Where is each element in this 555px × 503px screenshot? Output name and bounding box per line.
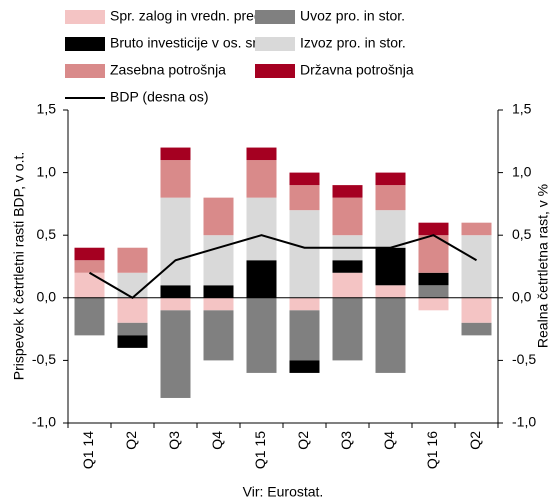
bar-segment <box>117 297 148 323</box>
bar-segment <box>332 197 363 236</box>
x-tick-label: Q4 <box>381 431 397 450</box>
bar-segment <box>375 297 406 373</box>
bar-segment <box>246 260 277 298</box>
bar-segment <box>74 272 105 298</box>
bar-segment <box>246 297 277 373</box>
legend-swatch <box>65 37 105 51</box>
bar-segment <box>289 172 320 186</box>
legend-label: Spr. zalog in vredn. pred. <box>110 8 266 24</box>
bar-segment <box>203 285 234 298</box>
bar-segment <box>332 272 363 298</box>
bar-segment <box>375 210 406 248</box>
legend-label: Državna potrošnja <box>300 62 414 78</box>
legend-swatch <box>65 10 105 24</box>
legend-swatch <box>255 64 295 78</box>
bar-segment <box>74 247 105 261</box>
x-tick-label: Q1 14 <box>80 431 96 469</box>
x-tick-label: Q2 <box>123 431 139 450</box>
y-tick-label: 0,5 <box>37 226 57 242</box>
bar-segment <box>289 360 320 373</box>
y2-tick-label: 0,5 <box>512 226 532 242</box>
bar-segment <box>160 160 191 198</box>
bar-segment <box>117 247 148 273</box>
bar-segment <box>418 297 449 311</box>
legend-label: BDP (desna os) <box>110 89 209 105</box>
y2-tick-label: 0,0 <box>512 289 532 305</box>
x-tick-label: Q2 <box>295 431 311 450</box>
line <box>88 234 478 300</box>
bar-segment <box>246 147 277 161</box>
bar-segment <box>203 197 234 236</box>
bar-segment <box>418 272 449 286</box>
bar-segment <box>203 310 234 361</box>
y2-tick-label: 1,0 <box>512 163 532 179</box>
bar-segment <box>461 322 492 336</box>
bar-segment <box>74 297 105 336</box>
bar-segment <box>160 297 191 311</box>
bar-segment <box>74 260 105 273</box>
bar-segment <box>160 310 191 398</box>
source: Vir: Eurostat. <box>243 484 324 500</box>
bar-segment <box>289 297 320 311</box>
bar-segment <box>117 322 148 336</box>
bar-segment <box>289 310 320 361</box>
bar-segment <box>418 222 449 236</box>
y-tick-label: 1,0 <box>37 163 57 179</box>
legend-label: Bruto investicije v os. sr. <box>110 35 260 51</box>
y-tick-label: -1,0 <box>32 414 56 430</box>
y-tick-label: 1,5 <box>37 101 57 117</box>
bar-segment <box>461 297 492 323</box>
bar-segment <box>160 197 191 286</box>
y-axis-label: Prispevek k četrtletni rasti BDP, v o.t. <box>11 152 27 381</box>
x-tick-label: Q1 16 <box>424 431 440 469</box>
legend-swatch <box>255 10 295 24</box>
bar-segment <box>461 222 492 236</box>
bar-segment <box>375 285 406 298</box>
legend-swatch <box>65 64 105 78</box>
y2-tick-label: -1,0 <box>512 414 536 430</box>
bar-segment <box>246 160 277 198</box>
legend-label: Zasebna potrošnja <box>110 62 226 78</box>
legend-label: Uvoz pro. in stor. <box>300 8 405 24</box>
bar-segment <box>375 247 406 286</box>
bar-segment <box>203 297 234 311</box>
bar-segment <box>332 185 363 198</box>
y2-tick-label: 1,5 <box>512 101 532 117</box>
y-tick-label: -0,5 <box>32 351 56 367</box>
bar-segment <box>160 147 191 161</box>
x-tick-label: Q1 15 <box>252 431 268 469</box>
x-tick-label: Q3 <box>166 431 182 450</box>
bar-segment <box>375 185 406 211</box>
y2-axis-label: Realna četrtletna rast, v % <box>535 184 551 348</box>
bar-segment <box>418 285 449 298</box>
bar-segment <box>461 235 492 298</box>
x-tick-label: Q2 <box>467 431 483 450</box>
y-tick-label: 0,0 <box>37 289 57 305</box>
bar-segment <box>117 335 148 348</box>
bar-segment <box>332 260 363 273</box>
legend-label: Izvoz pro. in stor. <box>300 35 406 51</box>
bar-segment <box>375 172 406 186</box>
bar-segment <box>289 210 320 298</box>
x-tick-label: Q3 <box>338 431 354 450</box>
bar-segment <box>117 272 148 298</box>
bar-segment <box>160 285 191 298</box>
y2-tick-label: -0,5 <box>512 351 536 367</box>
bar-segment <box>289 185 320 211</box>
bar-segment <box>332 297 363 361</box>
x-tick-label: Q4 <box>209 431 225 450</box>
bar-segment <box>203 235 234 286</box>
bar-segment <box>246 197 277 261</box>
legend-swatch <box>255 37 295 51</box>
